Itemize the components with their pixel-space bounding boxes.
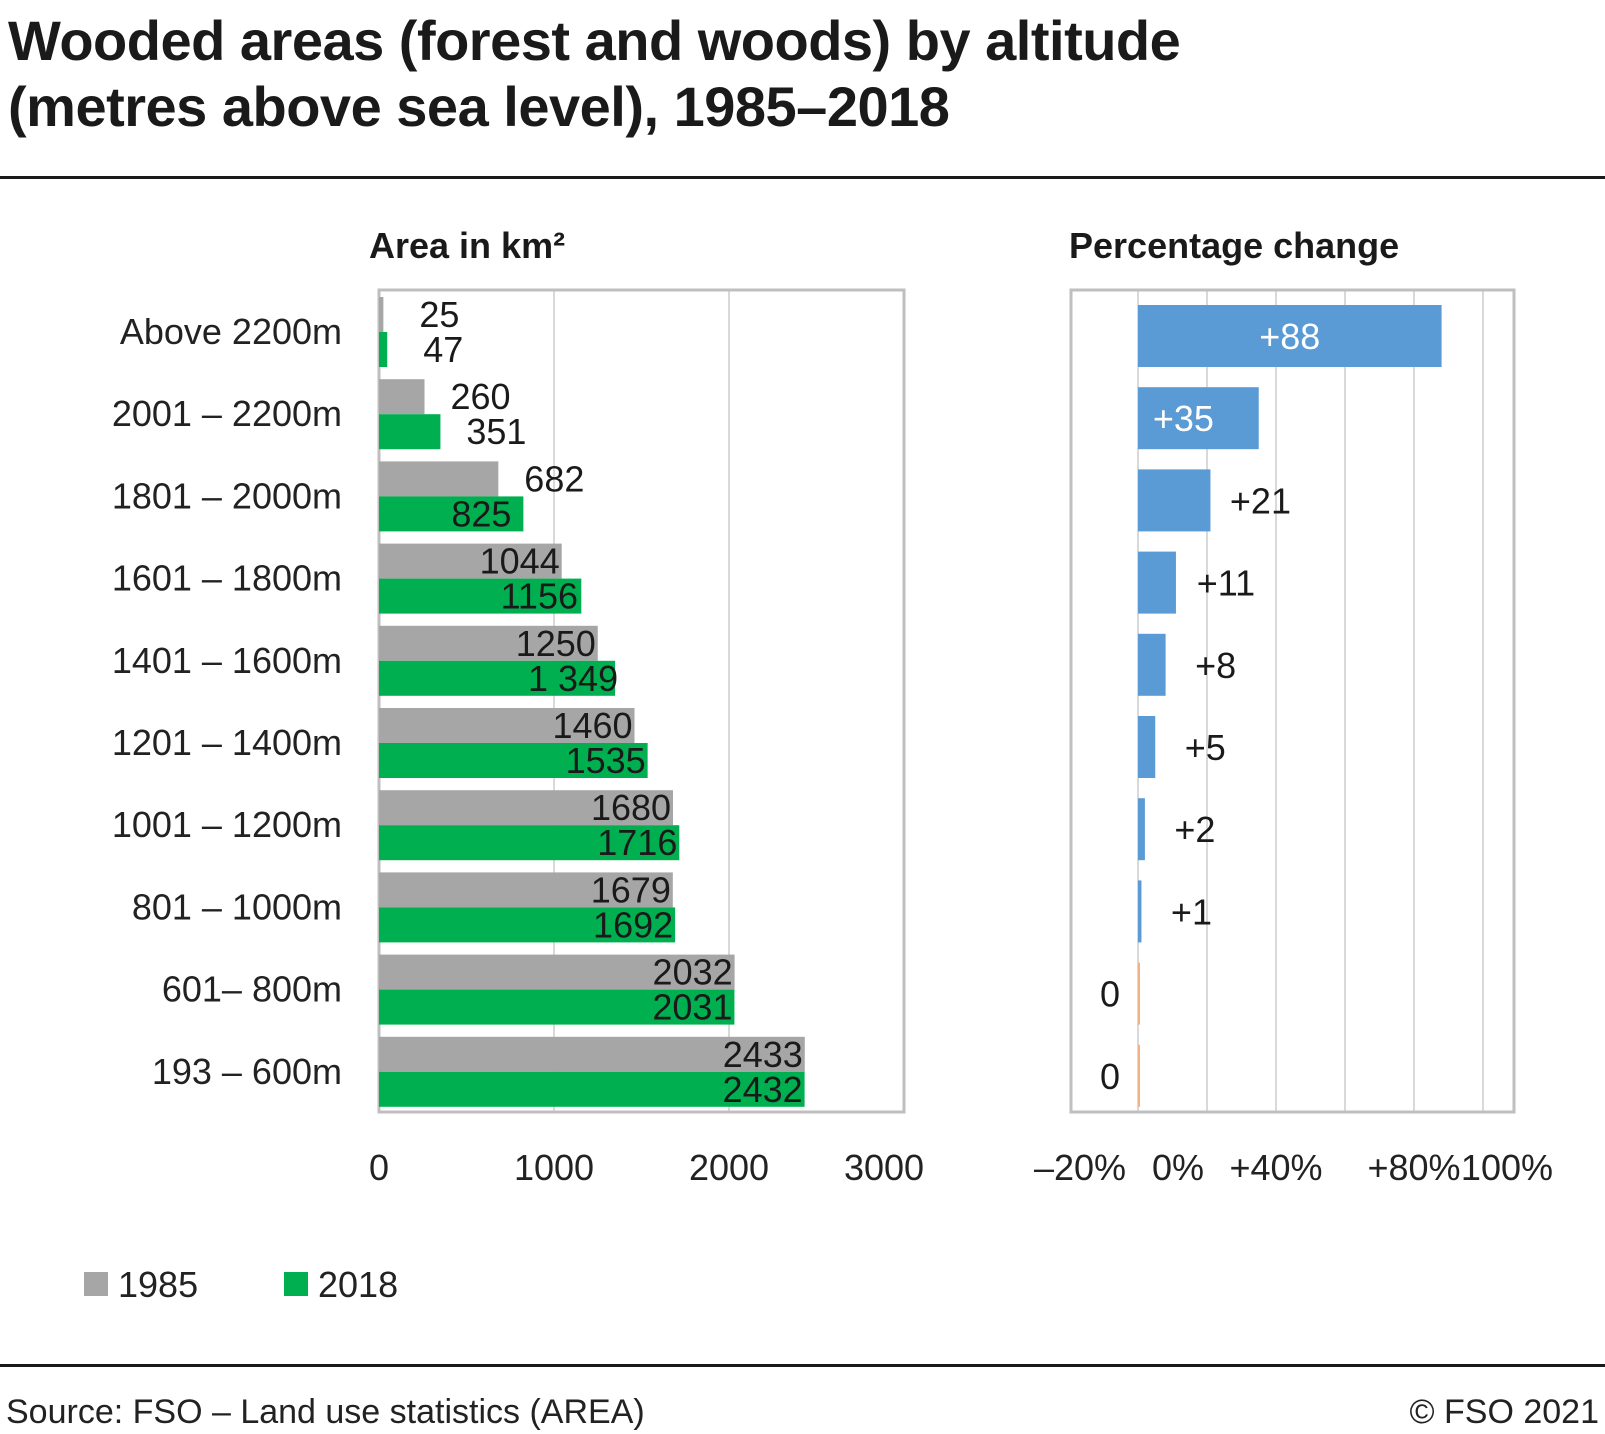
bar-label-1985: 1250 <box>516 623 596 664</box>
bar-label-2018: 47 <box>423 329 463 370</box>
percentage-bar-label: +8 <box>1195 645 1236 686</box>
bar-2018 <box>379 743 648 778</box>
bar-2018 <box>379 496 524 532</box>
category-label: 801 – 1000m <box>132 886 342 927</box>
category-label: 601– 800m <box>162 969 342 1010</box>
bar-1985 <box>379 872 673 908</box>
bar-1985 <box>379 954 735 990</box>
percentage-x-tick-label: +40% <box>1229 1147 1322 1188</box>
area-x-tick-label: 3000 <box>844 1147 924 1188</box>
percentage-bar <box>1138 469 1211 532</box>
bar-2018 <box>379 907 676 943</box>
legend-label-2018: 2018 <box>318 1264 398 1305</box>
percentage-bar <box>1138 1044 1140 1107</box>
legend-swatch-1985 <box>84 1272 108 1296</box>
bar-label-1985: 1460 <box>552 705 632 746</box>
bar-1985 <box>379 708 635 743</box>
legend-label-1985: 1985 <box>118 1264 198 1305</box>
percentage-bar <box>1138 305 1442 367</box>
percentage-bar <box>1138 798 1145 861</box>
percentage-bar <box>1138 880 1142 943</box>
area-x-tick-label: 0 <box>369 1147 389 1188</box>
bar-2018 <box>379 1071 805 1107</box>
percentage-plot-frame <box>1069 288 1516 1114</box>
bar-label-2018: 1 349 <box>528 658 618 699</box>
bar-label-1985: 1044 <box>480 541 560 582</box>
bar-1985 <box>379 297 384 332</box>
source-note: Source: FSO – Land use statistics (AREA) <box>6 1393 645 1431</box>
category-label: 1601 – 1800m <box>112 558 342 599</box>
bar-label-2018: 1535 <box>566 740 646 781</box>
percentage-bar-label: +1 <box>1171 891 1212 932</box>
area-x-tick-label: 2000 <box>689 1147 769 1188</box>
bar-label-2018: 1692 <box>593 904 673 945</box>
percentage-x-tick-label: –20% <box>1034 1147 1126 1188</box>
top-rule <box>0 176 1605 179</box>
percentage-panel: Percentage change –20% 0% +40% +80% 100% +88 +3… <box>1034 225 1553 1188</box>
category-label: 1201 – 1400m <box>112 722 342 763</box>
bar-2018 <box>379 332 388 367</box>
bar-label-2018: 2031 <box>652 987 732 1028</box>
percentage-bar-label: 0 <box>1100 974 1120 1015</box>
title-line-2: (metres above sea level), 1985–2018 <box>8 75 950 138</box>
area-x-tick-label: 1000 <box>514 1147 594 1188</box>
area-panel-title: Area in km² <box>369 225 565 266</box>
bar-label-1985: 260 <box>450 376 510 417</box>
bar-label-2018: 825 <box>451 493 511 534</box>
percentage-bar <box>1138 387 1259 450</box>
bar-1985 <box>379 379 425 415</box>
category-label: 193 – 600m <box>152 1051 342 1092</box>
percentage-bar-label: +35 <box>1153 398 1214 439</box>
bar-label-1985: 1680 <box>591 787 671 828</box>
percentage-x-tick-label: 0% <box>1152 1147 1204 1188</box>
percentage-bar-label: 0 <box>1100 1056 1120 1097</box>
percentage-x-tick-label: 100% <box>1461 1147 1553 1188</box>
percentage-bar-label: +88 <box>1259 316 1320 357</box>
bar-label-1985: 2032 <box>653 952 733 993</box>
bar-label-2018: 1156 <box>501 576 578 617</box>
bottom-rule <box>0 1364 1605 1367</box>
category-label: 1401 – 1600m <box>112 640 342 681</box>
category-label: 2001 – 2200m <box>112 393 342 434</box>
copyright-note: © FSO 2021 <box>1409 1393 1599 1431</box>
bar-label-2018: 1716 <box>597 822 677 863</box>
legend: 1985 2018 <box>84 1264 398 1305</box>
bar-2018 <box>379 414 441 450</box>
percentage-bar <box>1138 716 1156 778</box>
percentage-bar-label: +11 <box>1197 563 1255 604</box>
bar-label-1985: 2433 <box>723 1034 803 1075</box>
percentage-bar <box>1138 633 1166 696</box>
bar-1985 <box>379 1036 805 1072</box>
bar-label-2018: 351 <box>466 411 526 452</box>
bar-label-1985: 25 <box>419 294 459 335</box>
bar-1985 <box>379 625 598 661</box>
percentage-bar <box>1138 551 1176 614</box>
bar-label-1985: 682 <box>524 458 584 499</box>
chart-title: Wooded areas (forest and woods) by altit… <box>8 8 1568 140</box>
bar-1985 <box>379 461 499 497</box>
bar-2018 <box>379 989 735 1025</box>
bar-2018 <box>379 578 582 614</box>
percentage-bar <box>1138 962 1140 1025</box>
percentage-bar-label: +5 <box>1185 727 1226 768</box>
percentage-bar-label: +2 <box>1174 809 1215 850</box>
bar-label-2018: 2432 <box>723 1069 803 1110</box>
bar-2018 <box>379 825 680 861</box>
percentage-bar-label: +21 <box>1230 480 1291 521</box>
bar-label-1985: 1679 <box>591 869 671 910</box>
category-label: 1001 – 1200m <box>112 804 342 845</box>
category-label: 1801 – 2000m <box>112 475 342 516</box>
area-plot-frame <box>377 288 906 1114</box>
legend-swatch-2018 <box>284 1272 308 1296</box>
bar-1985 <box>379 543 562 579</box>
title-line-1: Wooded areas (forest and woods) by altit… <box>8 9 1181 72</box>
bar-1985 <box>379 790 673 826</box>
bar-2018 <box>379 660 616 696</box>
percentage-x-tick-label: +80% <box>1367 1147 1460 1188</box>
category-label: Above 2200m <box>120 311 342 352</box>
percentage-panel-title: Percentage change <box>1069 225 1399 266</box>
